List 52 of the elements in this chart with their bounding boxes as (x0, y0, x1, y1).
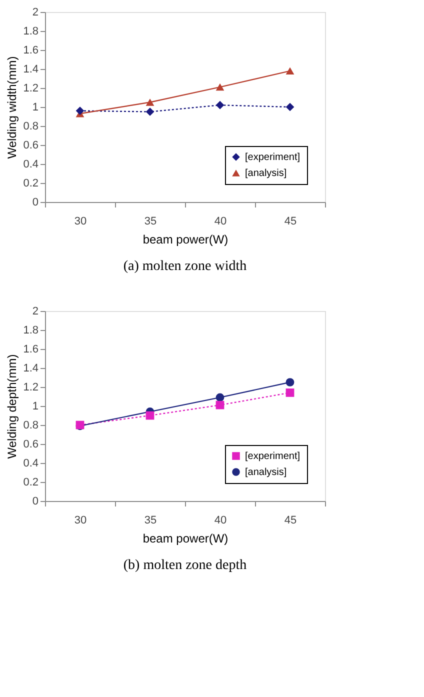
point (286, 388, 294, 397)
y-tick-label: 0 (32, 496, 38, 508)
y-tick-label: 1 (32, 400, 38, 412)
x-tick-label: 35 (144, 216, 157, 228)
y-axis-title: Welding depth(mm) (5, 354, 20, 459)
point (216, 400, 224, 410)
point (76, 106, 84, 115)
x-axis-title: beam power(W) (142, 532, 228, 546)
y-tick-label: 0.6 (23, 438, 38, 450)
y-tick-label: 0.2 (23, 476, 38, 488)
legend-label: [experiment] (245, 451, 300, 462)
y-tick-label: 0 (32, 196, 38, 208)
y-tick-label: 0.4 (23, 458, 38, 470)
point (146, 108, 154, 116)
y-tick-label: 1.2 (23, 382, 38, 394)
legend-label: [experiment] (245, 152, 300, 163)
y-tick-label: 0.2 (23, 178, 38, 190)
y-tick-label: 1.6 (23, 44, 38, 56)
point (286, 102, 294, 112)
y-tick-label: 1.4 (23, 362, 38, 374)
y-axis-title: Welding width(mm) (5, 56, 20, 159)
point (216, 100, 224, 110)
point (146, 98, 154, 106)
x-tick-label: 40 (214, 216, 227, 228)
x-tick-label: 45 (284, 514, 297, 526)
legend-label: [analysis] (245, 168, 287, 179)
x-tick-label: 40 (214, 514, 227, 526)
point (286, 378, 294, 386)
point (146, 411, 154, 420)
point (216, 83, 224, 91)
y-tick-label: 0.8 (23, 420, 38, 432)
x-tick-label: 30 (74, 216, 87, 228)
text: (b) molten zone depth (123, 558, 247, 573)
y-tick-label: 0.4 (23, 158, 38, 170)
x-tick-label: 30 (74, 514, 87, 526)
y-tick-label: 1.8 (23, 26, 38, 38)
y-tick-label: 1 (32, 102, 38, 114)
y-tick-label: 1.6 (23, 344, 38, 356)
x-axis-title: beam power(W) (142, 232, 228, 246)
y-tick-label: 2 (32, 6, 38, 18)
x-tick-label: 45 (284, 216, 297, 228)
y-tick-label: 0.8 (23, 120, 38, 132)
point (286, 67, 294, 75)
y-tick-label: 1.8 (23, 324, 38, 336)
legend-label: [analysis] (245, 467, 287, 478)
text: (a) molten zone width (123, 259, 247, 274)
y-tick-label: 2 (32, 306, 38, 318)
y-tick-label: 1.2 (23, 82, 38, 94)
x-tick-label: 35 (144, 514, 157, 526)
y-tick-label: 1.4 (23, 64, 38, 76)
point (216, 393, 224, 402)
y-tick-label: 0.6 (23, 140, 38, 152)
